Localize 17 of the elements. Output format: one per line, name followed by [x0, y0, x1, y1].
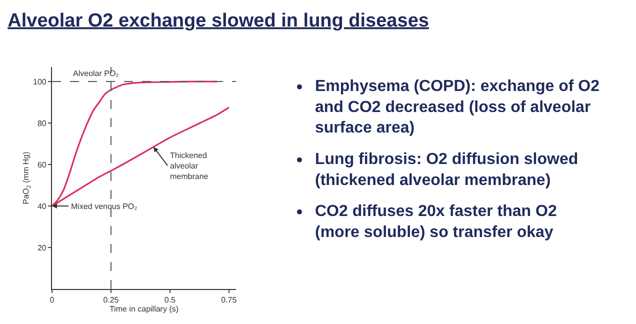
ref-line-label: Alveolar PO₂ — [73, 69, 119, 78]
text: Lung fibrosis: O2 diffusion slowed (thickened alveolar membrane) — [315, 151, 578, 189]
x-tick-label: 0.75 — [221, 296, 238, 305]
text: Emphysema (COPD): exchange of O2 and CO2 decreased (loss of alveolar surface area) — [315, 78, 600, 137]
x-tick-label: 0.5 — [164, 296, 176, 305]
annotation: Thickened alveolar membrane — [170, 151, 209, 181]
x-tick-label: 0 — [50, 296, 55, 305]
y-tick-label: 60 — [37, 160, 47, 170]
annotation: Mixed venous PO₂ — [71, 202, 138, 211]
y-tick-label: 40 — [37, 202, 47, 211]
x-tick-label: 0.25 — [103, 296, 120, 305]
y-tick-label: 100 — [33, 77, 47, 86]
chart-title: Alveolar O2 exchange slowed in lung diseases — [8, 10, 429, 32]
y-tick-label: 20 — [37, 243, 47, 252]
y-tick-label: 80 — [37, 118, 47, 128]
text: CO2 diffuses 20x faster than O2 (more soluble) so transfer okay — [315, 203, 557, 241]
x-axis-title: Time in capillary (s) — [109, 304, 179, 314]
